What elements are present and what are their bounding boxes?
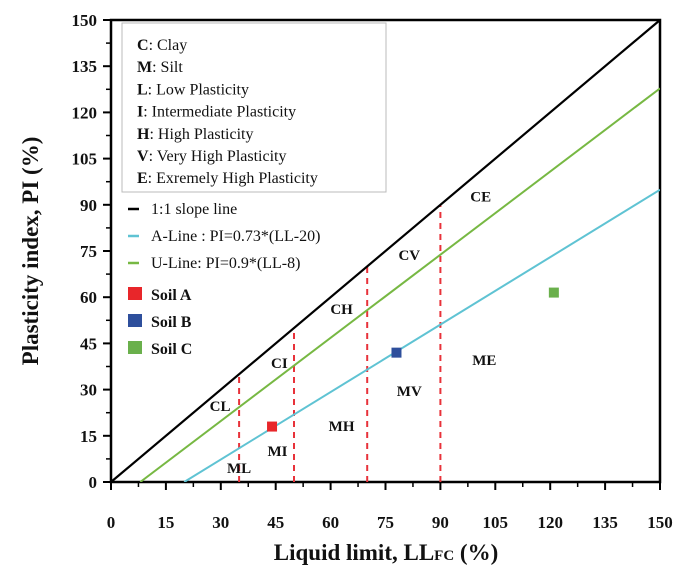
zone-label-mv: MV bbox=[397, 384, 422, 400]
y-axis-title: Plasticity index, PI (%) bbox=[18, 137, 43, 366]
note-key: V bbox=[137, 148, 149, 165]
one-to-one-line bbox=[111, 20, 660, 482]
note-key: L bbox=[137, 81, 148, 98]
y-tick-label: 60 bbox=[80, 288, 97, 307]
x-tick-label: 30 bbox=[212, 513, 229, 532]
legend-label-soil-c: Soil C bbox=[151, 341, 192, 358]
note-text: : Low Plasticity bbox=[148, 81, 249, 98]
x-tick-label: 150 bbox=[647, 513, 673, 532]
zone-label-ce: CE bbox=[470, 190, 491, 206]
x-tick-label: 45 bbox=[267, 513, 284, 532]
note-text: : Intermediate Plasticity bbox=[143, 104, 296, 121]
note-item: I: Intermediate Plasticity bbox=[137, 104, 296, 121]
notes-box bbox=[121, 22, 387, 193]
y-tick-label: 45 bbox=[80, 334, 97, 353]
zone-label-ci: CI bbox=[271, 356, 288, 372]
x-tick-label: 60 bbox=[322, 513, 339, 532]
note-text: : Clay bbox=[149, 37, 188, 54]
y-tick-label: 120 bbox=[72, 103, 98, 122]
x-axis-title: Liquid limit, LLFC (%) bbox=[274, 540, 499, 565]
legend-swatch-soil-b bbox=[128, 314, 142, 327]
point-soil-a bbox=[267, 421, 278, 432]
note-text: : Silt bbox=[152, 59, 183, 76]
x-axis-title-main: Liquid limit, LL bbox=[274, 540, 434, 565]
note-key: I bbox=[137, 104, 143, 121]
y-tick-label: 0 bbox=[89, 473, 98, 492]
note-text: : Very High Plasticity bbox=[149, 148, 287, 165]
note-item: H: High Plasticity bbox=[137, 126, 253, 143]
note-key: M bbox=[137, 59, 152, 76]
point-soil-c bbox=[548, 287, 559, 298]
note-key: H bbox=[137, 126, 150, 143]
zone-label-me: ME bbox=[472, 353, 496, 369]
note-text: : High Plasticity bbox=[149, 126, 253, 143]
note-item: L: Low Plasticity bbox=[137, 81, 249, 98]
zone-label-ch: CH bbox=[330, 302, 353, 318]
y-tick-label: 75 bbox=[80, 242, 97, 261]
legend-label-a-line: A-Line : PI=0.73*(LL-20) bbox=[151, 228, 320, 245]
legend-label-soil-a: Soil A bbox=[151, 287, 192, 304]
point-soil-b bbox=[391, 347, 402, 358]
legend-label-u-line: U-Line: PI=0.9*(LL-8) bbox=[151, 255, 300, 272]
legend-swatch-soil-a bbox=[128, 287, 142, 300]
zone-label-mh: MH bbox=[329, 419, 355, 435]
legend-label-soil-b: Soil B bbox=[151, 314, 192, 331]
zone-label-ml: ML bbox=[227, 461, 251, 477]
zone-label-cl: CL bbox=[210, 399, 231, 415]
y-tick-label: 15 bbox=[80, 427, 97, 446]
note-text: : Exremely High Plasticity bbox=[148, 170, 318, 187]
x-tick-label: 120 bbox=[537, 513, 563, 532]
y-tick-label: 105 bbox=[72, 150, 98, 169]
note-key: C bbox=[137, 37, 149, 54]
x-axis-title-suffix: (%) bbox=[454, 540, 498, 565]
y-tick-label: 30 bbox=[80, 381, 97, 400]
note-item: E: Exremely High Plasticity bbox=[137, 170, 318, 187]
note-item: C: Clay bbox=[137, 37, 187, 54]
a-line bbox=[183, 188, 660, 482]
note-item: M: Silt bbox=[137, 59, 183, 76]
x-tick-label: 0 bbox=[107, 513, 116, 532]
zone-label-cv: CV bbox=[398, 248, 420, 264]
legend-swatch-soil-c bbox=[128, 341, 142, 354]
x-axis-title-sub: FC bbox=[434, 548, 454, 564]
x-tick-label: 105 bbox=[483, 513, 509, 532]
x-tick-label: 90 bbox=[432, 513, 449, 532]
note-key: E bbox=[137, 170, 148, 187]
y-tick-label: 90 bbox=[80, 196, 97, 215]
note-item: V: Very High Plasticity bbox=[137, 148, 286, 165]
u-line bbox=[139, 87, 660, 482]
zone-label-mi: MI bbox=[268, 444, 288, 460]
x-tick-label: 135 bbox=[592, 513, 618, 532]
y-tick-label: 135 bbox=[72, 57, 98, 76]
legend-label-one-to-one-line: 1:1 slope line bbox=[151, 201, 237, 218]
x-tick-label: 75 bbox=[377, 513, 394, 532]
y-tick-label: 150 bbox=[72, 11, 98, 30]
x-tick-label: 15 bbox=[157, 513, 174, 532]
